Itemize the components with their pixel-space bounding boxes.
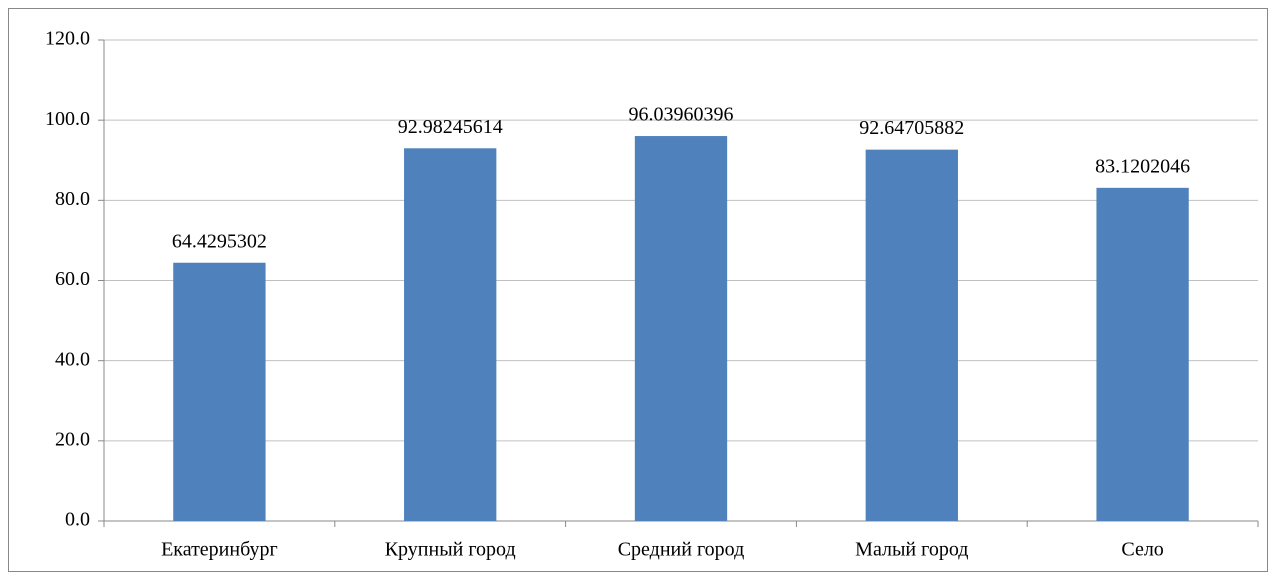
bar: [1096, 187, 1189, 521]
x-tick-label: Екатеринбург: [161, 539, 278, 561]
y-tick-label: 60.0: [55, 268, 90, 290]
bar: [404, 148, 497, 521]
bar: [634, 136, 728, 521]
y-tick-label: 100.0: [45, 108, 90, 130]
bar: [173, 262, 266, 521]
data-label: 64.4295302: [172, 230, 267, 252]
data-label: 96.03960396: [629, 104, 734, 126]
y-tick-label: 80.0: [55, 188, 90, 210]
y-tick-label: 0.0: [65, 509, 90, 531]
x-tick-label: Средний город: [618, 539, 745, 561]
y-tick-label: 120.0: [45, 28, 90, 50]
data-label: 92.98245614: [398, 116, 503, 138]
y-tick-label: 40.0: [55, 348, 90, 370]
data-label: 92.64705882: [859, 117, 964, 139]
y-tick-label: 20.0: [55, 428, 90, 450]
bar: [865, 149, 958, 521]
x-tick-label: Село: [1121, 539, 1163, 561]
x-tick-label: Малый город: [855, 539, 968, 561]
data-label: 83.1202046: [1095, 155, 1190, 177]
x-tick-label: Крупный город: [385, 539, 516, 561]
